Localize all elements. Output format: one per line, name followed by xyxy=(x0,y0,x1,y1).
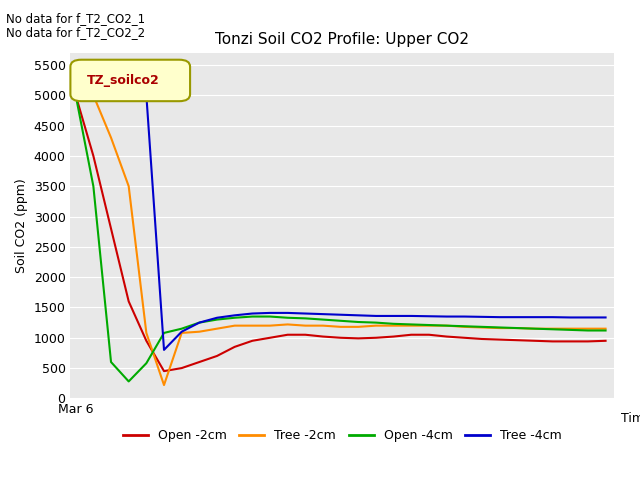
Text: No data for f_T2_CO2_2: No data for f_T2_CO2_2 xyxy=(6,26,145,39)
Legend: Open -2cm, Tree -2cm, Open -4cm, Tree -4cm: Open -2cm, Tree -2cm, Open -4cm, Tree -4… xyxy=(118,424,567,447)
Text: TZ_soilco2: TZ_soilco2 xyxy=(87,74,159,87)
X-axis label: Time: Time xyxy=(621,412,640,425)
Title: Tonzi Soil CO2 Profile: Upper CO2: Tonzi Soil CO2 Profile: Upper CO2 xyxy=(216,33,469,48)
Text: No data for f_T2_CO2_1: No data for f_T2_CO2_1 xyxy=(6,12,145,25)
Y-axis label: Soil CO2 (ppm): Soil CO2 (ppm) xyxy=(15,178,28,273)
FancyBboxPatch shape xyxy=(70,60,190,101)
